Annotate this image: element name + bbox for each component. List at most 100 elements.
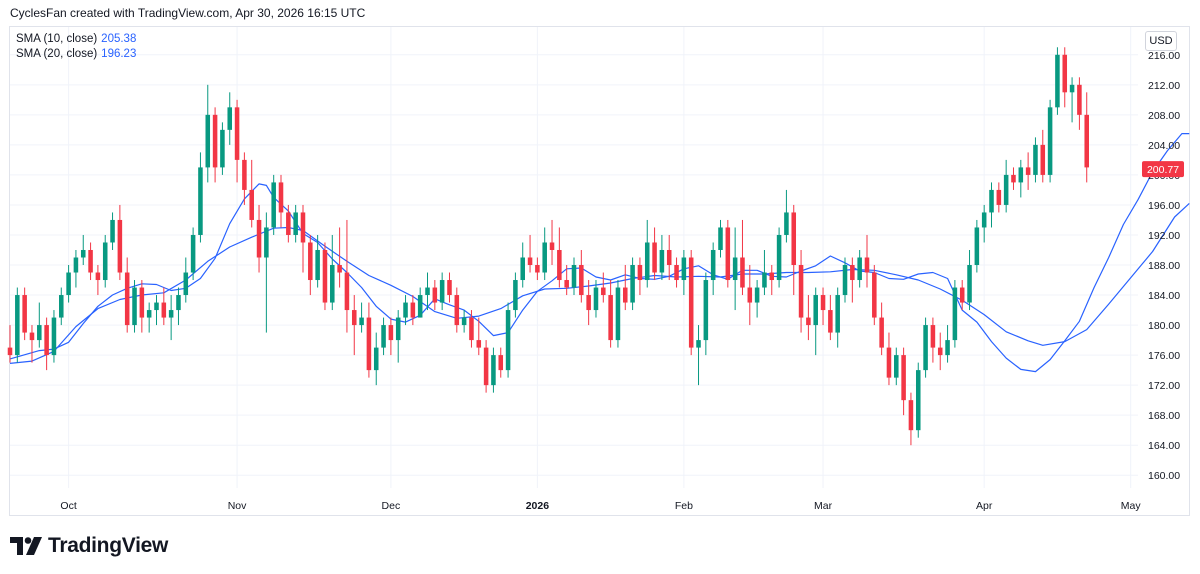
candle[interactable] [234,99,240,183]
candle[interactable] [586,280,591,326]
candle[interactable] [974,219,980,273]
candle[interactable] [22,287,27,341]
candle[interactable] [674,257,679,288]
candle[interactable] [828,295,833,341]
candle[interactable] [154,295,159,326]
candle[interactable] [59,287,64,326]
legend-row-sma20[interactable]: SMA (20, close) 196.23 [16,47,136,62]
candle[interactable] [139,280,145,333]
candle[interactable] [967,249,972,311]
candle[interactable] [747,265,753,326]
candle[interactable] [923,317,928,378]
candle[interactable] [1084,92,1089,183]
candle[interactable] [718,219,723,258]
candle[interactable] [168,295,174,341]
candle[interactable] [51,310,57,363]
candle[interactable] [1033,137,1038,183]
candle[interactable] [110,212,115,250]
candle[interactable] [820,287,826,326]
candle[interactable] [102,234,108,288]
candle[interactable] [330,234,335,311]
candle[interactable] [498,347,504,378]
candle[interactable] [952,280,958,348]
candle[interactable] [564,265,569,296]
candle[interactable] [425,272,430,311]
candle[interactable] [1077,77,1082,130]
candle[interactable] [381,317,386,356]
candle[interactable] [762,249,767,296]
candle[interactable] [981,204,987,243]
candle[interactable] [249,159,254,228]
candle[interactable] [344,219,350,333]
candle[interactable] [740,219,745,296]
candle[interactable] [395,310,401,363]
candle[interactable] [710,242,716,296]
candle[interactable] [842,257,848,303]
currency-button[interactable]: USD [1145,31,1177,51]
candle[interactable] [894,347,899,386]
candle[interactable] [681,249,687,296]
candle[interactable] [623,265,628,311]
candle[interactable] [15,287,20,363]
candle[interactable] [183,257,189,303]
candle[interactable] [776,227,782,288]
candle[interactable] [754,280,760,318]
candle[interactable] [937,332,943,371]
candle[interactable] [198,152,203,243]
candle[interactable] [66,265,71,303]
candle[interactable] [513,272,518,318]
candle[interactable] [688,249,694,356]
candle[interactable] [886,332,892,386]
candle[interactable] [176,287,181,326]
candle[interactable] [857,249,862,288]
candle[interactable] [88,242,93,281]
candle[interactable] [432,280,438,311]
candle[interactable] [996,182,1002,213]
candle[interactable] [7,325,13,363]
candle[interactable] [146,302,152,333]
candle[interactable] [220,122,225,175]
candle[interactable] [483,340,489,393]
candle[interactable] [271,174,276,235]
candle[interactable] [864,234,870,288]
candle[interactable] [696,325,701,386]
candle[interactable] [117,204,123,281]
candle[interactable] [784,189,789,243]
candle[interactable] [872,265,877,326]
candle[interactable] [95,265,101,296]
candle[interactable] [44,317,49,371]
candle[interactable] [447,272,452,303]
candle[interactable] [403,295,408,326]
candle[interactable] [835,287,840,348]
candle[interactable] [666,234,672,281]
candle[interactable] [608,280,613,348]
candle[interactable] [476,317,482,356]
candle[interactable] [959,280,965,311]
candle[interactable] [637,257,643,296]
candle[interactable] [989,182,994,228]
candle[interactable] [278,174,284,228]
candle[interactable] [813,287,818,356]
legend-row-sma10[interactable]: SMA (10, close) 205.38 [16,32,136,47]
candle[interactable] [205,84,211,183]
candle[interactable] [227,92,233,145]
tradingview-logo[interactable]: TradingView [10,534,168,558]
candle[interactable] [1011,167,1016,190]
candle[interactable] [630,257,635,311]
candle[interactable] [410,295,416,326]
candle[interactable] [549,219,555,266]
candle[interactable] [571,257,577,296]
candle[interactable] [1069,77,1075,123]
candle[interactable] [1025,152,1031,190]
candle[interactable] [520,242,525,288]
candle[interactable] [908,392,914,446]
candle[interactable] [29,325,35,363]
candle[interactable] [161,287,167,326]
candle[interactable] [417,287,423,318]
candle[interactable] [37,302,42,348]
candle[interactable] [264,212,269,333]
candle[interactable] [593,280,599,318]
candle[interactable] [351,295,357,356]
candle[interactable] [798,249,804,333]
